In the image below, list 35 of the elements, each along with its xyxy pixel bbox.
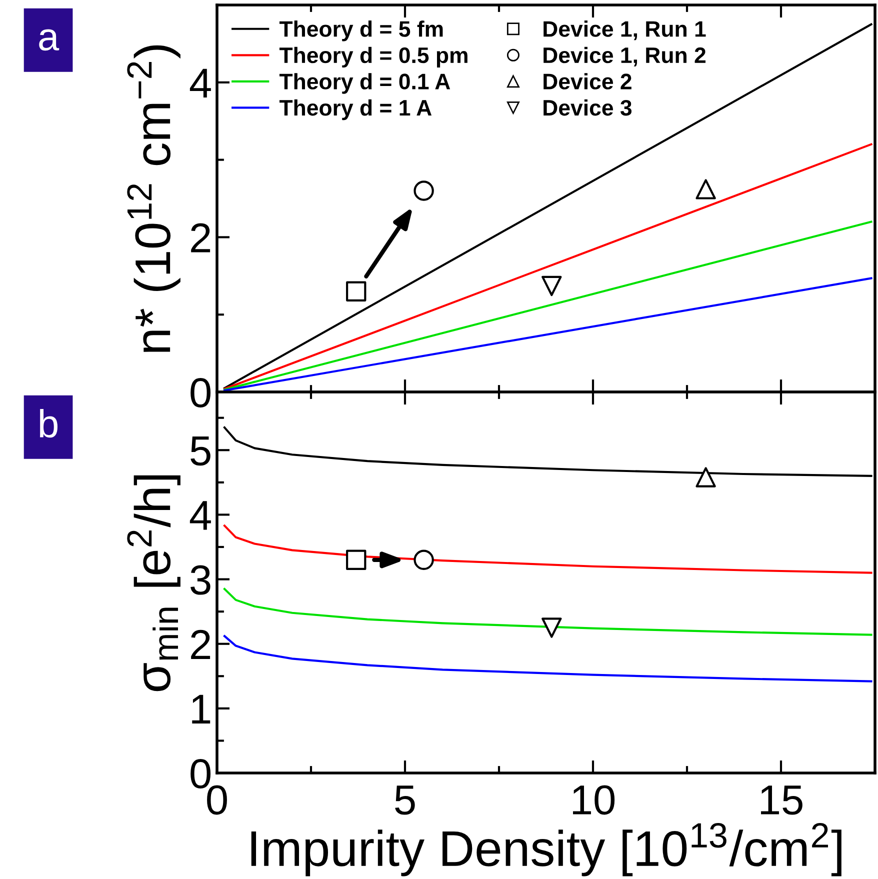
y-tick-label: 2 <box>191 223 210 252</box>
point <box>346 281 366 302</box>
line-series <box>223 588 872 636</box>
point <box>414 180 434 201</box>
point <box>346 550 366 570</box>
x-tick-label: 10 <box>573 785 615 815</box>
y-tick-label: 5 <box>190 436 210 466</box>
legend-label: Device 1, Run 1 <box>544 20 706 40</box>
x-tick-label: 5 <box>395 786 415 815</box>
y-axis-title: n* (10$^{12}$ cm$^{−2}$) <box>127 45 180 352</box>
point <box>696 467 716 488</box>
legend-label: Theory d = 1 A <box>279 99 432 120</box>
point <box>414 550 434 570</box>
text: a <box>39 29 60 51</box>
y-tick-label: 3 <box>190 565 210 595</box>
legend-label: Theory d = 0.1 A <box>279 73 450 94</box>
point <box>542 618 562 638</box>
x-axis-title: Impurity Density [10$^{13}$/cm$^{2}$] <box>251 822 842 876</box>
legend-label: Device 2 <box>544 73 632 90</box>
x-tick-label: 15 <box>761 786 802 815</box>
y-tick-label: 1 <box>192 694 210 724</box>
legend-label: Theory d = 0.5 pm <box>279 46 468 68</box>
y-tick-label: 2 <box>191 630 210 659</box>
legend-label: Device 1, Run 2 <box>544 46 706 66</box>
line-series <box>223 635 872 682</box>
y-tick-label: 4 <box>190 501 211 530</box>
text: b <box>40 409 58 438</box>
legend-label: Theory d = 5 fm <box>279 20 443 42</box>
line-series <box>223 524 872 574</box>
y-tick-label: 4 <box>190 68 211 98</box>
point <box>696 179 716 200</box>
y-tick-label: 0 <box>190 378 211 408</box>
y-axis-title: σ$_{min}$ [e$^{2}$/h] <box>127 475 180 692</box>
legend-label: Device 3 <box>544 99 632 116</box>
point <box>542 276 562 296</box>
